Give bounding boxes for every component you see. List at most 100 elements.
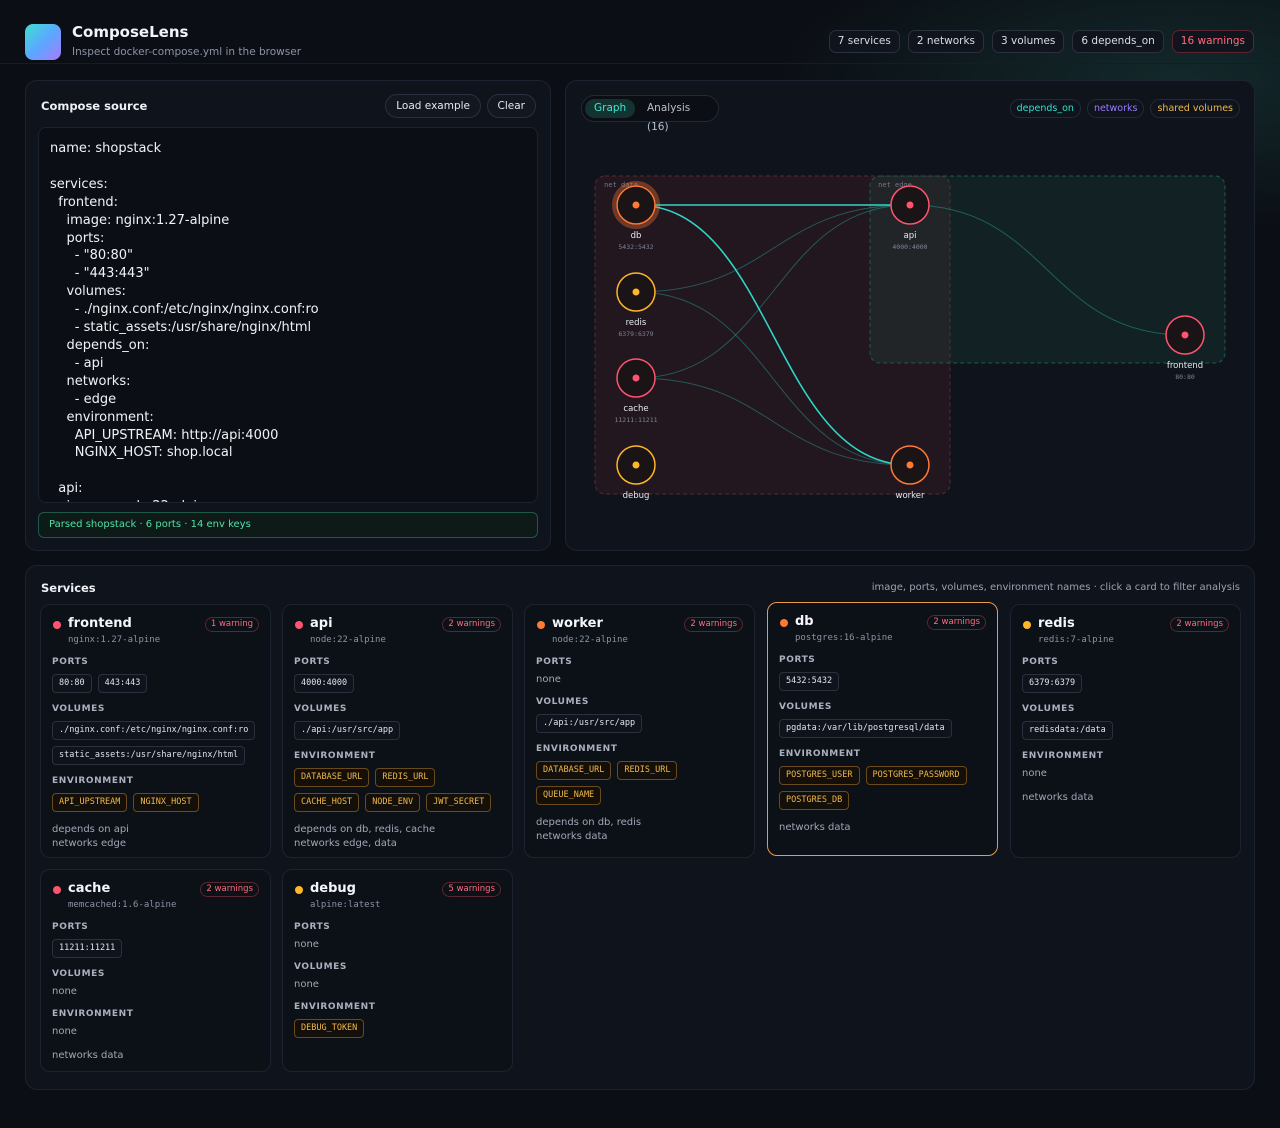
service-image: memcached:1.6-alpine [68, 900, 177, 910]
edge-redis-api [635, 204, 911, 293]
warning-badge[interactable]: 2 warnings [927, 615, 986, 630]
service-card-frontend[interactable]: frontend nginx:1.27-alpine 1 warning PORTS 8… [40, 604, 271, 858]
environment-tag: POSTGRES_DB [779, 791, 850, 810]
environment-tag: NODE_ENV [365, 793, 421, 812]
node-ports-cache: 11211:11211 [614, 416, 657, 424]
chip-depends-on[interactable]: 6 depends_on [1072, 30, 1164, 53]
summary-chips: 7 services 2 networks 3 volumes 6 depend… [828, 30, 1254, 53]
environment-tag: DEBUG_TOKEN [294, 1019, 365, 1038]
service-card-debug[interactable]: debug alpine:latest 5 warnings PORTS none VOL… [282, 869, 513, 1072]
environment-tag: CACHE_HOST [294, 793, 360, 812]
volumes-list: ./nginx.conf:/etc/nginx/nginx.conf:ro sta… [52, 721, 260, 765]
yaml-editor[interactable]: name: shopstack services: frontend: imag… [38, 127, 538, 503]
edge-redis-worker [635, 291, 911, 466]
app-title: ComposeLens [72, 23, 189, 41]
warning-badge[interactable]: 1 warning [204, 617, 259, 632]
parse-status: Parsed shopstack · 6 ports · 14 env keys [38, 512, 538, 538]
status-dot-icon [53, 621, 61, 629]
volumes-tag: pgdata:/var/lib/postgresql/data [779, 719, 952, 738]
service-card-body: PORTS 4000:4000 VOLUMES ./api:/usr/src/app E… [294, 657, 502, 850]
clear-button[interactable]: Clear [486, 94, 536, 118]
ports-list: 6379:6379 [1022, 674, 1230, 693]
chip-networks[interactable]: 2 networks [907, 30, 984, 53]
environment-list: DEBUG_TOKEN [294, 1019, 502, 1038]
service-card-body: PORTS 80:80 443:443 VOLUMES ./nginx.conf:/et… [52, 657, 260, 850]
ports-tag: 11211:11211 [52, 939, 123, 958]
warning-badge[interactable]: 2 warnings [442, 617, 501, 632]
environment-tag: QUEUE_NAME [536, 786, 602, 805]
environment-tag: POSTGRES_PASSWORD [865, 766, 967, 785]
environment-section-label: ENVIRONMENT [294, 751, 376, 761]
edge-db-worker [635, 204, 911, 466]
service-meta-line: networks data [536, 830, 608, 842]
volumes-list: pgdata:/var/lib/postgresql/data [779, 719, 987, 738]
warning-badge[interactable]: 2 warnings [200, 882, 259, 897]
status-dot-icon [537, 621, 545, 629]
service-card-cache[interactable]: cache memcached:1.6-alpine 2 warnings PORTS… [40, 869, 271, 1072]
node-label-worker: worker [896, 491, 925, 501]
node-label-db: db [631, 231, 642, 241]
warning-badge[interactable]: 2 warnings [684, 617, 743, 632]
ports-none: none [536, 674, 561, 685]
service-name: cache [68, 881, 111, 896]
environment-none: none [52, 1026, 77, 1037]
service-image: node:22-alpine [310, 635, 386, 645]
volumes-tag: ./api:/usr/src/app [294, 721, 401, 740]
node-dot-frontend [1181, 331, 1189, 339]
environment-tag: DATABASE_URL [294, 768, 370, 787]
environment-tag: API_UPSTREAM [52, 793, 128, 812]
node-label-debug: debug [623, 491, 650, 501]
service-card-worker[interactable]: worker node:22-alpine 2 warnings PORTS none V… [524, 604, 755, 858]
status-dot-icon [295, 886, 303, 894]
service-meta: networks data [1022, 791, 1230, 805]
service-meta: depends on api networks edge [52, 823, 260, 850]
volumes-list: redisdata:/data [1022, 721, 1230, 740]
service-image: postgres:16-alpine [795, 633, 893, 643]
tab-graph[interactable]: Graph [585, 99, 636, 118]
ports-tag: 6379:6379 [1022, 674, 1083, 693]
volumes-section-label: VOLUMES [294, 962, 347, 972]
service-meta: depends on db, redis networks data [536, 816, 744, 843]
service-card-api[interactable]: api node:22-alpine 2 warnings PORTS 4000:400… [282, 604, 513, 858]
warning-badge[interactable]: 5 warnings [442, 882, 501, 897]
chip-volumes[interactable]: 3 volumes [992, 30, 1065, 53]
volumes-tag: ./api:/usr/src/app [536, 714, 643, 733]
node-label-redis: redis [626, 318, 647, 328]
service-card-redis[interactable]: redis redis:7-alpine 2 warnings PORTS 6379:6… [1010, 604, 1241, 858]
warning-badge[interactable]: 2 warnings [1170, 617, 1229, 632]
service-meta-line: depends on db, redis, cache [294, 824, 436, 835]
environment-section-label: ENVIRONMENT [1022, 751, 1104, 761]
volumes-list: ./api:/usr/src/app [536, 714, 744, 733]
service-meta: networks data [779, 821, 987, 835]
service-card-body: PORTS none VOLUMES ./api:/usr/src/app ENVIRO… [536, 657, 744, 843]
ports-tag: 5432:5432 [779, 672, 840, 691]
tab-analysis[interactable]: Analysis (16) [647, 102, 691, 133]
node-ports-frontend: 80:80 [1175, 373, 1195, 381]
load-example-button[interactable]: Load example [385, 94, 481, 118]
network-label-data: net data [604, 181, 638, 189]
service-image: nginx:1.27-alpine [68, 635, 161, 645]
chip-warnings[interactable]: 16 warnings [1171, 30, 1254, 53]
ports-list: 4000:4000 [294, 674, 502, 693]
volumes-tag: redisdata:/data [1022, 721, 1113, 740]
environment-list: DATABASE_URL REDIS_URL QUEUE_NAME [536, 761, 744, 805]
volumes-section-label: VOLUMES [52, 704, 105, 714]
legend-shared-volumes: shared volumes [1150, 99, 1240, 118]
chip-services[interactable]: 7 services [828, 30, 900, 53]
node-dot-db [632, 201, 640, 209]
network-label-edge: net edge [878, 181, 912, 189]
environment-list: POSTGRES_USER POSTGRES_PASSWORD POSTGRES_D… [779, 766, 987, 810]
ports-list: 80:80 443:443 [52, 674, 260, 693]
compose-source-title: Compose source [41, 99, 148, 113]
service-meta-line: networks edge [52, 837, 126, 849]
ports-section-label: PORTS [52, 657, 89, 667]
ports-section-label: PORTS [1022, 657, 1059, 667]
service-meta: networks data [52, 1049, 260, 1063]
service-card-db[interactable]: db postgres:16-alpine 2 warnings PORTS 5432:… [767, 602, 998, 856]
status-dot-icon [53, 886, 61, 894]
service-image: node:22-alpine [552, 635, 628, 645]
status-dot-icon [1023, 621, 1031, 629]
yaml-text[interactable]: name: shopstack services: frontend: imag… [50, 141, 319, 502]
compose-source-panel: Compose source Load example Clear name: … [25, 80, 551, 551]
edge-cache-api [635, 204, 911, 379]
